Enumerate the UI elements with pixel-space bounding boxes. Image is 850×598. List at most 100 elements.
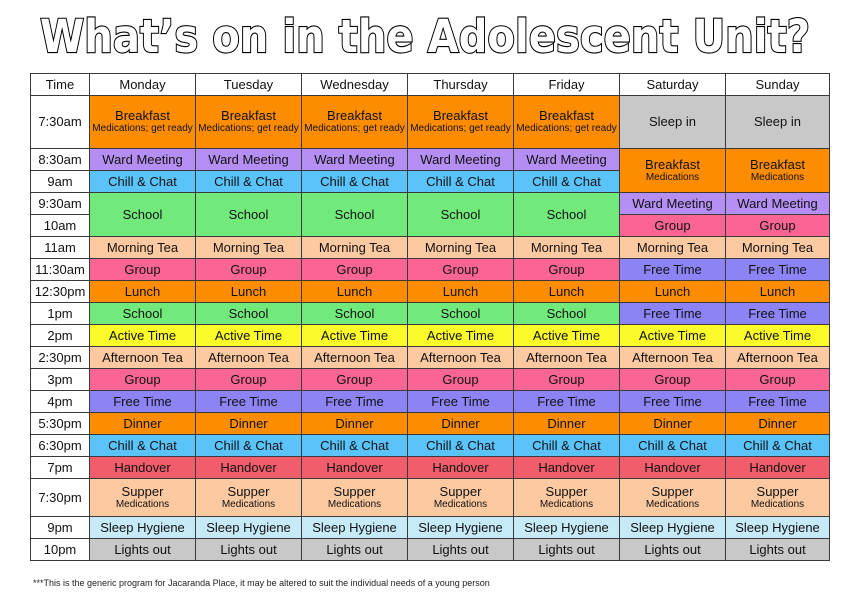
activity-label: Sleep Hygiene [100, 519, 185, 535]
activity-label: School [440, 305, 481, 321]
activity-label: Chill & Chat [426, 173, 495, 189]
schedule-body: 7:30am Breakfast Medications; get ready Bre… [30, 95, 830, 561]
activity-label: Breakfast [433, 108, 488, 123]
activity-cell: Active Time [725, 324, 830, 347]
time-cell: 12:30pm [30, 280, 90, 303]
activity-cell: Active Time [301, 324, 408, 347]
activity-label: Supper [545, 483, 588, 499]
activity-label: Supper [439, 483, 482, 499]
activity-label: Active Time [320, 327, 389, 343]
activity-label: Group [124, 261, 161, 277]
activity-label: Afternoon Tea [102, 349, 183, 365]
activity-cell: Lights out [301, 538, 408, 561]
activity-label: Free Time [748, 393, 807, 409]
activity-label: Chill & Chat [214, 437, 283, 453]
activity-label: Ward Meeting [526, 151, 607, 167]
activity-label: Group [230, 261, 267, 277]
activity-label: Morning Tea [636, 239, 709, 255]
activity-label: Chill & Chat [638, 437, 707, 453]
activity-label: Lights out [432, 541, 489, 557]
schedule-row: 11am Morning Tea Morning Tea Morning Tea Mor… [30, 236, 830, 259]
activity-note: Medications [539, 498, 594, 510]
activity-label: Afternoon Tea [737, 349, 818, 365]
activity-label: Chill & Chat [320, 173, 389, 189]
activity-note: Medications; get ready [304, 123, 405, 134]
activity-label: Ward Meeting [314, 151, 395, 167]
header-time: Time [30, 73, 90, 96]
activity-label: Lights out [538, 541, 595, 557]
activity-cell: Supper Medications [195, 478, 302, 517]
activity-label: Group [759, 217, 796, 233]
activity-cell: Handover [407, 456, 514, 479]
activity-cell: Sleep Hygiene [89, 516, 196, 539]
activity-label: Handover [326, 459, 383, 475]
activity-cell: Group [407, 258, 514, 281]
activity-cell: School [513, 192, 620, 237]
activity-label: Group [548, 261, 585, 277]
activity-cell: Lights out [89, 538, 196, 561]
activity-cell: Morning Tea [407, 236, 514, 259]
activity-cell: Morning Tea [301, 236, 408, 259]
activity-cell: School [513, 302, 620, 325]
activity-cell: Free Time [513, 390, 620, 413]
page-title-text: What’s on in the Adolescent Unit? [40, 10, 810, 63]
activity-label: School [440, 206, 481, 222]
activity-label: Chill & Chat [532, 173, 601, 189]
schedule-row: 7:30am Breakfast Medications; get ready Bre… [30, 95, 830, 149]
time-cell: 11:30am [30, 258, 90, 281]
activity-note: Medications [115, 498, 170, 510]
activity-cell: Lunch [619, 280, 726, 303]
activity-cell: Afternoon Tea [407, 346, 514, 369]
activity-label: Lunch [230, 283, 267, 299]
header-monday: Monday [89, 73, 196, 96]
activity-cell: Sleep Hygiene [619, 516, 726, 539]
activity-label: Chill & Chat [108, 437, 177, 453]
activity-label: Ward Meeting [208, 151, 289, 167]
activity-label: Lunch [442, 283, 479, 299]
activity-label: Sleep in [754, 114, 801, 129]
activity-cell: Chill & Chat [407, 434, 514, 457]
activity-note: Medications; get ready [198, 123, 299, 134]
activity-label: Ward Meeting [420, 151, 501, 167]
activity-cell: Group [301, 258, 408, 281]
activity-label: Chill & Chat [320, 437, 389, 453]
activity-cell: Sleep Hygiene [407, 516, 514, 539]
activity-label: Supper [651, 483, 694, 499]
activity-cell: Sleep in [619, 95, 726, 149]
activity-cell: Morning Tea [513, 236, 620, 259]
activity-label: Morning Tea [212, 239, 285, 255]
activity-cell: Handover [89, 456, 196, 479]
activity-cell: School [89, 192, 196, 237]
activity-cell: Lights out [407, 538, 514, 561]
activity-cell: Lunch [725, 280, 830, 303]
activity-cell: Afternoon Tea [725, 346, 830, 369]
activity-label: Lights out [749, 541, 806, 557]
schedule-row: 9pm Sleep Hygiene Sleep Hygiene Sleep Hygie… [30, 516, 830, 539]
activity-label: Dinner [335, 415, 374, 431]
activity-cell: Breakfast Medications [619, 148, 726, 193]
activity-cell: School [195, 302, 302, 325]
activity-label: Breakfast [115, 108, 170, 123]
activity-cell: School [195, 192, 302, 237]
activity-cell: Ward Meeting [513, 148, 620, 171]
activity-cell: Sleep Hygiene [195, 516, 302, 539]
page-title: What’s on in the Adolescent Unit? [39, 9, 811, 64]
activity-label: School [334, 206, 375, 222]
header-row: Time Monday Tuesday Wednesday Thursday F… [30, 73, 830, 96]
activity-cell: Group [89, 368, 196, 391]
time-cell: 2pm [30, 324, 90, 347]
time-cell: 6:30pm [30, 434, 90, 457]
activity-label: Lights out [114, 541, 171, 557]
activity-label: Active Time [743, 327, 812, 343]
activity-cell: School [407, 192, 514, 237]
activity-cell: Supper Medications [619, 478, 726, 517]
activity-cell: Group [619, 214, 726, 237]
activity-label: Chill & Chat [532, 437, 601, 453]
schedule-row: 7pm Handover Handover Handover Handover Hando… [30, 456, 830, 479]
activity-cell: Lights out [195, 538, 302, 561]
activity-label: Active Time [532, 327, 601, 343]
activity-cell: Group [89, 258, 196, 281]
activity-label: Ward Meeting [737, 195, 818, 211]
activity-label: Group [336, 261, 373, 277]
activity-cell: Ward Meeting [407, 148, 514, 171]
